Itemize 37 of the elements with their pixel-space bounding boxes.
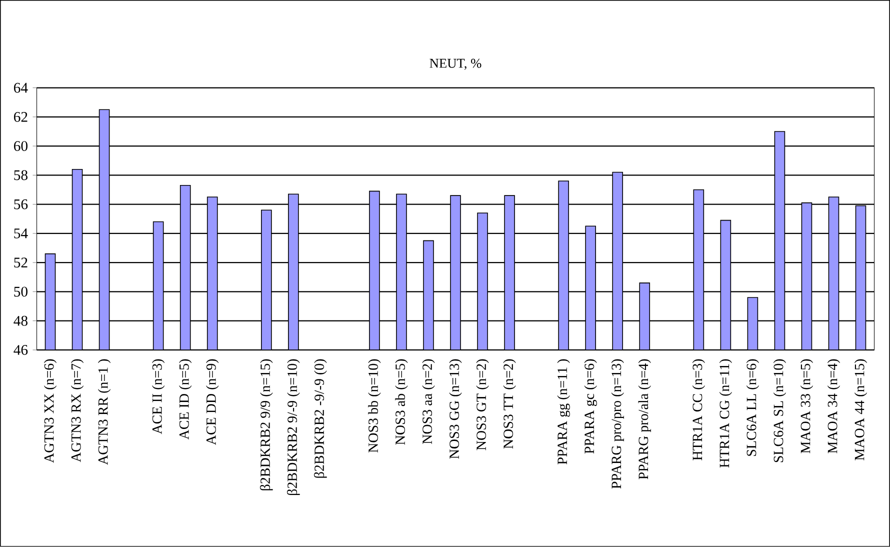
- x-tick-label: PPARA gc (n=6): [584, 359, 597, 454]
- y-tick-label: 56: [14, 199, 28, 210]
- x-tick-label: AGTN3 XX (n=6): [44, 359, 57, 463]
- x-tick-label: β2BDKRB2 -9/-9 (0): [314, 359, 327, 478]
- y-tick-label: 54: [14, 228, 28, 238]
- x-tick-label: HTR1A CG (n=11): [719, 359, 732, 468]
- x-tick-label: PPARG pro/ala (n=4): [638, 359, 651, 480]
- x-tick-label: SLC6A SL (n=10): [773, 359, 786, 462]
- x-tick-label: NOS3 bb (n=10): [368, 359, 381, 453]
- x-tick-label: HTR1A CC (n=3): [692, 359, 705, 460]
- y-tick-label: 58: [14, 170, 28, 180]
- x-tick-label: AGTN3 RR (n=1 ): [98, 359, 111, 465]
- x-tick-label: MAOA 33 (n=5): [800, 359, 814, 454]
- x-tick-label: β2BDKRB2 9/-9 (n=10): [287, 359, 300, 496]
- x-tick-label: NOS3 aa (n=2): [422, 359, 435, 444]
- y-tick-label: 52: [14, 258, 28, 268]
- chart-title: NEUT, %: [430, 58, 482, 70]
- y-tick-label: 64: [14, 82, 28, 93]
- x-tick-label: NOS3 TT (n=2): [503, 359, 516, 449]
- y-tick-label: 48: [14, 316, 28, 326]
- x-tick-label: NOS3 GT (n=2): [476, 359, 489, 450]
- x-tick-label: PPARG pro/pro (n=13): [611, 359, 624, 489]
- x-tick-label: NOS3 GG (n=13): [449, 359, 462, 459]
- y-tick-label: 62: [14, 112, 28, 122]
- y-tick-label: 60: [14, 141, 28, 152]
- x-tick-label: β2BDKRB2 9/9 (n=15): [260, 359, 273, 490]
- x-tick-label: ACE ID (n=5): [179, 359, 192, 440]
- x-tick-label: MAOA 34 (n=4): [827, 359, 840, 454]
- y-tick-label: 46: [14, 345, 28, 355]
- x-tick-label: PPARA gg (n=11 ): [557, 359, 570, 464]
- x-tick-label: NOS3 ab (n=5): [395, 359, 408, 445]
- x-tick-label: SLC6A LL (n=6): [746, 359, 760, 456]
- y-tick-label: 50: [14, 286, 28, 297]
- x-tick-label: ACE DD (n=9): [206, 359, 219, 446]
- x-tick-label: MAOA 44 (n=15): [854, 359, 868, 460]
- x-tick-label: ACE II (n=3): [152, 359, 165, 434]
- x-tick-label: AGTN3 RX (n=7): [70, 359, 84, 462]
